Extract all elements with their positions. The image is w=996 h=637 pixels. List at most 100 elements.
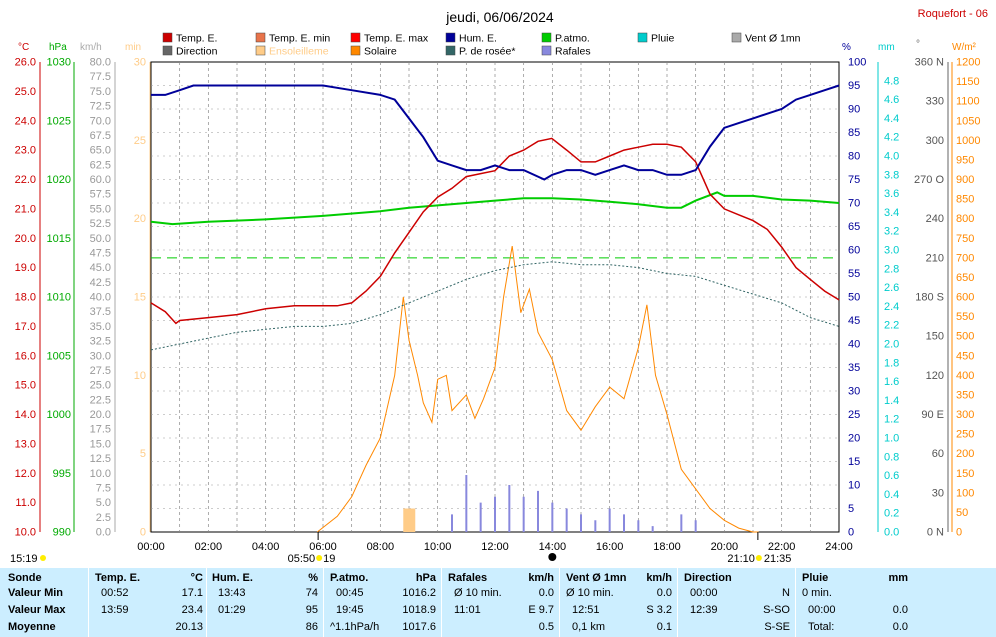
time-tick: 22:00 xyxy=(768,541,796,553)
solar-tick: 100 xyxy=(956,487,974,499)
stats-rain-total-label: Total: xyxy=(808,621,835,633)
stats-temp-max-time: 13:59 xyxy=(101,604,129,616)
stats-temp-min-time: 00:52 xyxy=(101,587,129,599)
dir-tick: 60 xyxy=(932,448,944,460)
stats-press-max-time: 19:45 xyxy=(336,604,364,616)
hum-tick: 90 xyxy=(848,104,860,116)
rain-tick: 1.4 xyxy=(884,395,899,407)
wind-tick: 77.5 xyxy=(90,71,111,83)
time-tick: 08:00 xyxy=(367,541,395,553)
hum-tick: 55 xyxy=(848,268,860,280)
legend-swatch xyxy=(731,32,742,43)
gust-bar xyxy=(508,485,511,532)
rain-tick: 0.8 xyxy=(884,451,899,463)
min-tick: 30 xyxy=(134,57,146,69)
stats-hum-min-time: 13:43 xyxy=(218,587,246,599)
stats-temp-unit: °C xyxy=(190,572,203,584)
rain-tick: 1.8 xyxy=(884,357,899,369)
stats-separator xyxy=(206,568,207,637)
hum-tick: 80 xyxy=(848,151,860,163)
legend-swatch xyxy=(541,45,552,56)
stats-press-avg: 1017.6 xyxy=(402,621,436,633)
stats-wind-min-label: Ø 10 min. xyxy=(566,587,614,599)
rain-tick: 2.6 xyxy=(884,282,899,294)
solar-tick: 900 xyxy=(956,174,974,186)
legend-label: Pluie xyxy=(651,33,675,45)
solar-tick: 950 xyxy=(956,154,974,166)
gust-bar xyxy=(637,520,640,532)
legend-swatch xyxy=(255,45,266,56)
stats-col-press: P.atmo. hPa 00:45 1016.2 19:45 1018.9 ^1… xyxy=(330,568,436,637)
solar-tick: 700 xyxy=(956,252,974,264)
temp-tick: 21.0 xyxy=(15,203,36,215)
wind-tick: 22.5 xyxy=(90,394,111,406)
solar-tick: 550 xyxy=(956,311,974,323)
stats-wind-avg: 0.1 xyxy=(656,621,672,633)
stats-wind-distance: 0,1 km xyxy=(572,621,606,633)
stats-col-wind: Vent Ø 1mn km/h Ø 10 min. 0.0 12:51 S 3.… xyxy=(566,568,672,637)
sunset-time-2: 21:35 xyxy=(764,553,792,565)
gust-bar xyxy=(651,526,654,532)
gust-bar xyxy=(594,520,597,532)
stats-col-hum: Hum. E. % 13:43 74 01:29 95 86 xyxy=(212,568,318,637)
wind-tick: 0.0 xyxy=(96,527,111,539)
hum-tick: 60 xyxy=(848,245,860,257)
time-tick: 02:00 xyxy=(195,541,223,553)
stats-separator xyxy=(795,568,796,637)
wind-tick: 72.5 xyxy=(90,101,111,113)
rain-tick: 4.4 xyxy=(884,113,899,125)
hum-tick: 100 xyxy=(848,57,866,69)
gust-bar xyxy=(694,520,697,532)
wind-tick: 37.5 xyxy=(90,306,111,318)
rain-tick: 1.6 xyxy=(884,376,899,388)
stats-col-rain: Pluie mm 0 min. 00:00 0.0 Total: 0.0 xyxy=(802,568,908,637)
rain-tick: 2.0 xyxy=(884,339,899,351)
legend-swatch xyxy=(162,45,173,56)
pressure-line xyxy=(150,191,840,226)
dir-tick: 330 xyxy=(926,96,944,108)
stats-gust-avg: 0.5 xyxy=(538,621,554,633)
time-tick: 18:00 xyxy=(653,541,681,553)
temp-tick: 22.0 xyxy=(15,174,36,186)
rain-tick: 3.0 xyxy=(884,245,899,257)
stats-press-max-value: 1018.9 xyxy=(402,604,436,616)
dir-tick: 150 xyxy=(926,331,944,343)
gust-bar xyxy=(580,514,582,532)
hum-tick: 35 xyxy=(848,362,860,374)
stats-rain-title: Pluie xyxy=(802,572,829,584)
wind-tick: 40.0 xyxy=(90,292,111,304)
wind-tick: 5.0 xyxy=(96,497,111,509)
press-tick: 1005 xyxy=(47,350,71,362)
hum-tick: 25 xyxy=(848,409,860,421)
hum-tick: 30 xyxy=(848,386,860,398)
axis-units: °C hPa km/h min% mm ° W/m² xyxy=(18,39,977,53)
gust-bar xyxy=(537,490,539,532)
rain-tick: 0.6 xyxy=(884,470,899,482)
hum-tick: 65 xyxy=(848,221,860,233)
stats-press-unit: hPa xyxy=(415,572,436,584)
solar-tick: 400 xyxy=(956,370,974,382)
stats-panel: Sonde Valeur Min Valeur Max Moyenne Temp… xyxy=(0,568,996,637)
gust-bar xyxy=(451,514,453,532)
time-tick: 24:00 xyxy=(825,541,853,553)
wind-tick: 50.0 xyxy=(90,233,111,245)
hum-tick: 50 xyxy=(848,292,860,304)
gust-bar xyxy=(522,496,525,532)
solar-tick: 300 xyxy=(956,409,974,421)
legend-swatch xyxy=(445,32,456,43)
legend-swatch xyxy=(445,45,456,56)
min-tick: 15 xyxy=(134,292,146,304)
temp-tick: 14.0 xyxy=(15,409,36,421)
gust-bar xyxy=(565,508,568,532)
rain-tick: 4.2 xyxy=(884,132,899,144)
wind-tick: 32.5 xyxy=(90,336,111,348)
stats-dir-min-time: 00:00 xyxy=(690,587,718,599)
press-tick: 1025 xyxy=(47,115,71,127)
stats-dir-title: Direction xyxy=(684,572,732,584)
stats-temp-title: Temp. E. xyxy=(95,572,141,584)
stats-temp-max-value: 23.4 xyxy=(181,604,203,616)
temp-unit: °C xyxy=(18,42,29,53)
wind-tick: 7.5 xyxy=(96,482,111,494)
hum-tick: 5 xyxy=(848,503,854,515)
dir-tick: 210 xyxy=(926,252,944,264)
